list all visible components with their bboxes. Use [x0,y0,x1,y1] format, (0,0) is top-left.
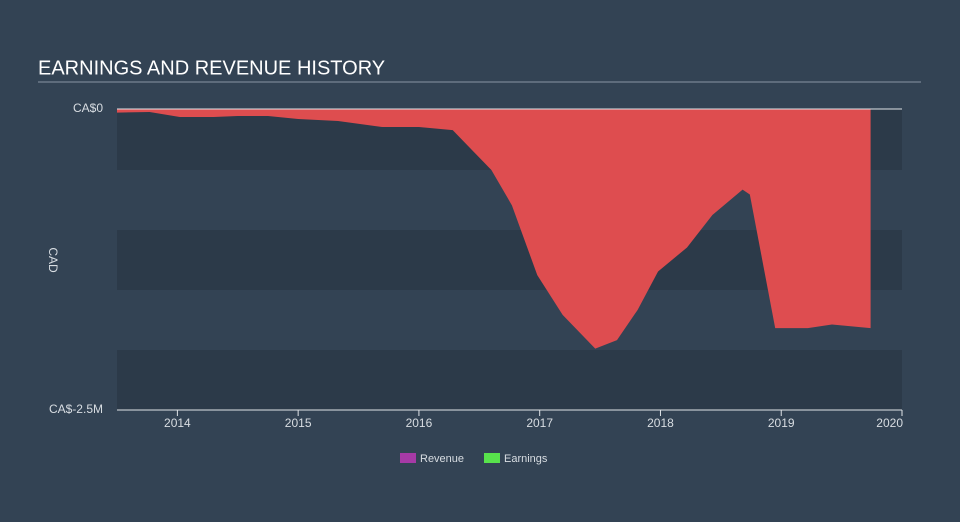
y-tick-label: CA$0 [73,101,103,115]
legend-label: Earnings [504,453,548,465]
legend-swatch [400,453,416,463]
x-tick-label: 2016 [406,416,433,430]
y-axis-label: CAD [46,247,60,273]
legend-label: Revenue [420,453,464,465]
earnings-area [117,109,871,349]
x-tick-label: 2018 [647,416,674,430]
x-tick-label: 2014 [164,416,191,430]
x-tick-label: 2017 [526,416,553,430]
chart-title: EARNINGS AND REVENUE HISTORY [38,57,385,79]
x-tick-label: 2019 [768,416,795,430]
legend-swatch [484,453,500,463]
band [117,350,902,410]
x-tick-label: 2015 [285,416,312,430]
y-tick-label: CA$-2.5M [49,402,103,416]
x-tick-label: 2020 [876,416,903,430]
